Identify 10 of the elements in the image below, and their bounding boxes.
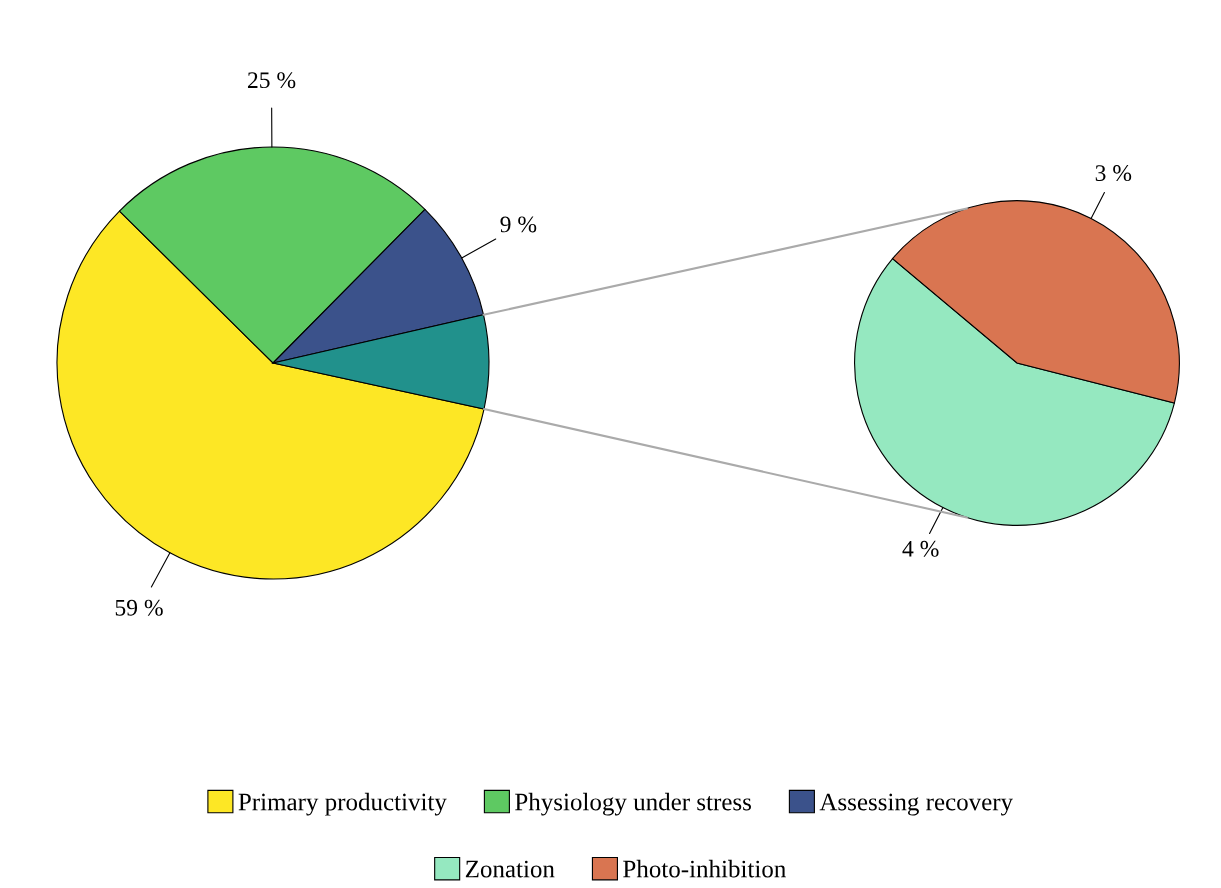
data-label: 59 % — [115, 599, 163, 616]
data-label: 25 % — [247, 72, 296, 89]
data-label: 9 % — [500, 216, 537, 233]
data-label: 3 % — [1095, 165, 1132, 182]
legend-label: Assessing recovery — [819, 793, 1013, 816]
legend-label: Primary productivity — [238, 792, 447, 816]
legend-label: Photo-inhibition — [623, 859, 786, 878]
data-label: 4 % — [902, 540, 939, 557]
legend-label: Zonation — [465, 860, 555, 878]
legend-label: Physiology under stress — [515, 792, 751, 816]
